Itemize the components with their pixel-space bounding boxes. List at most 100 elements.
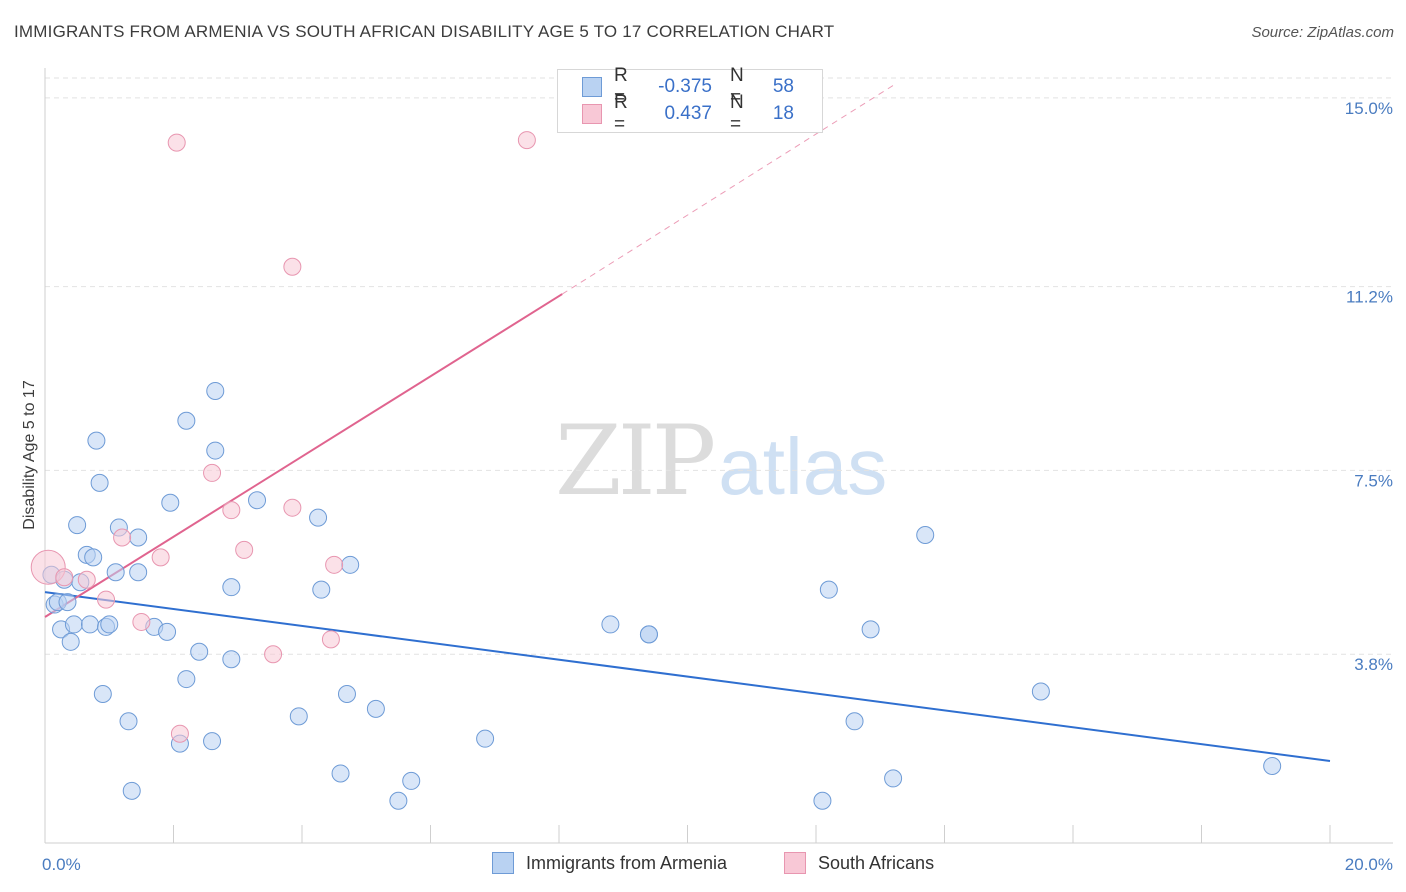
y-axis-label: Disability Age 5 to 17 bbox=[21, 380, 38, 530]
data-point-armenia bbox=[61, 632, 80, 651]
data-point-armenia bbox=[106, 563, 125, 582]
data-point-armenia bbox=[80, 615, 99, 634]
legend-swatch-pink bbox=[582, 104, 602, 124]
source-label: Source: ZipAtlas.com bbox=[1251, 24, 1394, 41]
legend-r-value: 0.437 bbox=[664, 103, 712, 124]
data-point-armenia bbox=[366, 699, 385, 718]
y-tick-label: 11.2% bbox=[1346, 288, 1393, 307]
data-point-south-africans bbox=[321, 630, 340, 649]
legend-row-south-africans: R = 0.437 N = 18 bbox=[582, 92, 794, 135]
chart-title: IMMIGRANTS FROM ARMENIA VS SOUTH AFRICAN… bbox=[14, 22, 835, 41]
data-point-armenia bbox=[177, 670, 196, 689]
trend-lines bbox=[44, 85, 1331, 763]
data-point-armenia bbox=[119, 712, 138, 731]
data-point-armenia bbox=[331, 764, 350, 783]
data-point-south-africans bbox=[132, 612, 151, 631]
data-point-armenia bbox=[84, 548, 103, 567]
data-point-armenia bbox=[309, 508, 328, 527]
data-point-armenia bbox=[100, 615, 119, 634]
data-point-south-africans bbox=[283, 257, 302, 276]
data-point-armenia bbox=[389, 791, 408, 810]
data-point-armenia bbox=[158, 622, 177, 641]
data-point-armenia bbox=[1031, 682, 1050, 701]
tick-labels: 3.8% 7.5% 11.2% 15.0% 0.0% 20.0% bbox=[42, 99, 1393, 874]
data-point-armenia bbox=[90, 473, 109, 492]
data-point-south-africans bbox=[170, 724, 189, 743]
data-point-armenia bbox=[402, 771, 421, 790]
data-point-armenia bbox=[819, 580, 838, 599]
legend-label-armenia: Immigrants from Armenia bbox=[526, 852, 728, 873]
data-point-armenia bbox=[93, 684, 112, 703]
data-point-armenia bbox=[129, 563, 148, 582]
data-point-armenia bbox=[861, 620, 880, 639]
trend-line-south-africans bbox=[44, 293, 563, 618]
data-point-armenia bbox=[845, 712, 864, 731]
legend-r-label: R = bbox=[614, 65, 628, 108]
data-point-south-africans bbox=[235, 540, 254, 559]
legend-r-value: -0.375 bbox=[658, 76, 712, 97]
legend-n-label: N = bbox=[730, 65, 744, 108]
data-point-south-africans bbox=[77, 570, 96, 589]
legend-row-armenia: R = -0.375 N = 58 bbox=[582, 65, 794, 108]
x-tick-label: 20.0% bbox=[1345, 855, 1393, 874]
legend-item-south-africans[interactable]: South Africans bbox=[784, 852, 934, 874]
watermark-zip: ZIP bbox=[555, 405, 716, 517]
data-point-armenia bbox=[222, 578, 241, 597]
legend-n-value: 58 bbox=[772, 76, 794, 97]
data-point-armenia bbox=[601, 615, 620, 634]
y-tick-label: 3.8% bbox=[1354, 655, 1393, 674]
legend-swatch-blue bbox=[492, 852, 514, 874]
data-point-south-africans bbox=[264, 645, 283, 664]
data-point-armenia bbox=[68, 516, 87, 535]
data-point-south-africans bbox=[325, 555, 344, 574]
x-tick-label: 0.0% bbox=[42, 855, 81, 874]
data-point-armenia bbox=[177, 411, 196, 430]
legend-swatch-blue bbox=[582, 77, 602, 97]
y-tick-label: 7.5% bbox=[1354, 471, 1393, 490]
series-legend: Immigrants from Armenia South Africans bbox=[0, 852, 1406, 878]
data-point-armenia bbox=[337, 684, 356, 703]
data-point-armenia bbox=[129, 528, 148, 547]
data-point-armenia bbox=[312, 580, 331, 599]
series-south-africans-points bbox=[30, 131, 536, 743]
data-point-south-africans bbox=[151, 548, 170, 567]
watermark: ZIPatlas bbox=[555, 405, 887, 517]
data-point-south-africans bbox=[55, 568, 74, 587]
y-tick-label: 15.0% bbox=[1345, 99, 1393, 118]
data-point-armenia bbox=[916, 526, 935, 545]
legend-n-value: 18 bbox=[772, 103, 794, 124]
data-point-armenia bbox=[341, 555, 360, 574]
data-point-south-africans bbox=[283, 498, 302, 517]
legend-item-armenia[interactable]: Immigrants from Armenia bbox=[492, 852, 727, 874]
data-point-armenia bbox=[203, 732, 222, 751]
watermark-atlas: atlas bbox=[718, 422, 888, 511]
data-point-south-africans bbox=[113, 528, 132, 547]
data-point-armenia bbox=[1263, 757, 1282, 776]
data-point-armenia bbox=[87, 431, 106, 450]
data-point-armenia bbox=[161, 493, 180, 512]
legend-n-label: N = bbox=[730, 92, 744, 135]
data-point-armenia bbox=[206, 441, 225, 460]
correlation-legend: R = -0.375 N = 58 R = 0.437 N = 18 bbox=[557, 65, 823, 135]
grid-lines bbox=[45, 77, 1393, 655]
data-point-armenia bbox=[190, 642, 209, 661]
data-point-armenia bbox=[884, 769, 903, 788]
data-point-armenia bbox=[122, 781, 141, 800]
trend-line-armenia bbox=[44, 591, 1331, 763]
data-point-armenia bbox=[64, 615, 83, 634]
data-point-armenia bbox=[58, 593, 77, 612]
data-point-armenia bbox=[639, 625, 658, 644]
data-point-south-africans bbox=[203, 463, 222, 482]
series-armenia-points bbox=[42, 381, 1282, 810]
data-point-armenia bbox=[813, 791, 832, 810]
data-point-armenia bbox=[289, 707, 308, 726]
legend-r-label: R = bbox=[614, 92, 628, 135]
data-point-armenia bbox=[248, 491, 267, 510]
data-point-armenia bbox=[476, 729, 495, 748]
data-point-south-africans bbox=[517, 131, 536, 150]
data-point-armenia bbox=[222, 650, 241, 669]
data-point-south-africans bbox=[97, 590, 116, 609]
axes bbox=[44, 68, 1393, 844]
data-point-south-africans bbox=[167, 133, 186, 152]
